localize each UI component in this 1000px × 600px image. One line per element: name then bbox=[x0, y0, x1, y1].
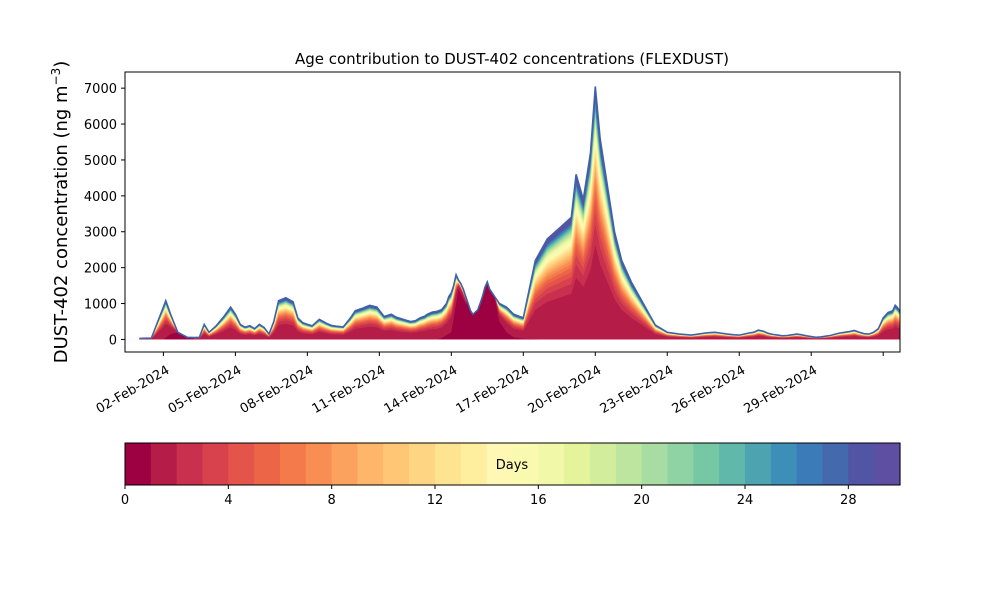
x-tick-label: 14-Feb-2024 bbox=[382, 363, 461, 417]
colorbar-tick-label: 8 bbox=[328, 493, 336, 508]
colorbar-cell bbox=[305, 443, 333, 485]
colorbar-tick-label: 20 bbox=[633, 493, 650, 508]
colorbar-cell bbox=[719, 443, 746, 485]
colorbar-cell bbox=[615, 443, 643, 485]
x-tick-label: 20-Feb-2024 bbox=[526, 363, 605, 417]
x-tick-label: 26-Feb-2024 bbox=[670, 363, 749, 417]
x-tick-label: 02-Feb-2024 bbox=[94, 363, 173, 417]
y-axis-label-close: ) bbox=[51, 61, 72, 68]
colorbar-frame bbox=[124, 442, 901, 486]
colorbar-cell bbox=[435, 443, 462, 485]
colorbar-cell bbox=[590, 443, 617, 485]
colorbar-cell bbox=[460, 443, 488, 485]
colorbar-cell bbox=[512, 443, 539, 485]
colorbar-cell bbox=[176, 443, 204, 485]
colorbar-cell bbox=[486, 443, 514, 485]
colorbar-tick-label: 4 bbox=[224, 493, 232, 508]
y-tick-label: 1000 bbox=[84, 298, 117, 313]
x-tick-label: 29-Feb-2024 bbox=[742, 363, 821, 417]
y-axis-label: DUST-402 concentration (ng m−3) bbox=[49, 61, 72, 364]
colorbar-cell bbox=[641, 443, 669, 485]
colorbar-cell bbox=[564, 443, 591, 485]
y-tick-label: 2000 bbox=[84, 262, 117, 277]
colorbar-ticks: 0 4 8 12 16 20 24 28 bbox=[121, 485, 857, 508]
total-concentration-line bbox=[139, 86, 900, 340]
colorbar-cell bbox=[538, 443, 565, 485]
colorbar-cell bbox=[667, 443, 694, 485]
y-tick-label: 0 bbox=[109, 333, 117, 348]
colorbar-cell bbox=[693, 443, 720, 485]
x-axis: 02-Feb-202405-Feb-202408-Feb-202411-Feb-… bbox=[94, 352, 884, 417]
x-tick-label: 08-Feb-2024 bbox=[238, 363, 317, 417]
colorbar-cell bbox=[874, 443, 901, 485]
colorbar-cell bbox=[202, 443, 229, 485]
colorbar-cell bbox=[125, 443, 152, 485]
colorbar-cell bbox=[822, 443, 849, 485]
y-axis-label-exponent: −3 bbox=[49, 68, 63, 86]
age-bands bbox=[139, 86, 900, 340]
y-tick-label: 3000 bbox=[84, 226, 117, 241]
y-axis: 0 1000 2000 3000 4000 5000 6000 7000 bbox=[84, 82, 125, 348]
colorbar-cell bbox=[280, 443, 307, 485]
colorbar-tick-label: 16 bbox=[530, 493, 547, 508]
y-tick-label: 4000 bbox=[84, 190, 117, 205]
x-tick-label: 23-Feb-2024 bbox=[598, 363, 677, 417]
x-tick-label: 11-Feb-2024 bbox=[310, 363, 389, 417]
colorbar-cell bbox=[745, 443, 772, 485]
colorbar-cell bbox=[770, 443, 798, 485]
colorbar-tick-label: 28 bbox=[840, 493, 857, 508]
y-axis-label-text: DUST-402 concentration (ng m bbox=[51, 85, 72, 363]
colorbar-tick-label: 24 bbox=[737, 493, 754, 508]
chart-title: Age contribution to DUST-402 concentrati… bbox=[295, 50, 729, 68]
x-tick-label: 05-Feb-2024 bbox=[166, 363, 245, 417]
plot-frame bbox=[124, 71, 901, 353]
colorbar-cell bbox=[357, 443, 384, 485]
colorbar-label: Days bbox=[496, 458, 529, 473]
y-tick-label: 7000 bbox=[84, 82, 117, 97]
colorbar-cell bbox=[796, 443, 824, 485]
colorbar-cells bbox=[125, 443, 901, 485]
plot-area bbox=[124, 71, 901, 353]
y-tick-label: 5000 bbox=[84, 154, 117, 169]
colorbar-tick-label: 12 bbox=[427, 493, 444, 508]
x-tick-label: 17-Feb-2024 bbox=[454, 363, 533, 417]
colorbar-tick-label: 0 bbox=[121, 493, 129, 508]
y-tick-label: 6000 bbox=[84, 118, 117, 133]
colorbar-cell bbox=[383, 443, 410, 485]
colorbar-cell bbox=[848, 443, 875, 485]
colorbar: Days 0 4 8 12 16 20 24 28 bbox=[121, 442, 901, 508]
colorbar-cell bbox=[409, 443, 436, 485]
colorbar-cell bbox=[150, 443, 178, 485]
colorbar-cell bbox=[331, 443, 359, 485]
colorbar-cell bbox=[228, 443, 255, 485]
colorbar-cell bbox=[254, 443, 281, 485]
